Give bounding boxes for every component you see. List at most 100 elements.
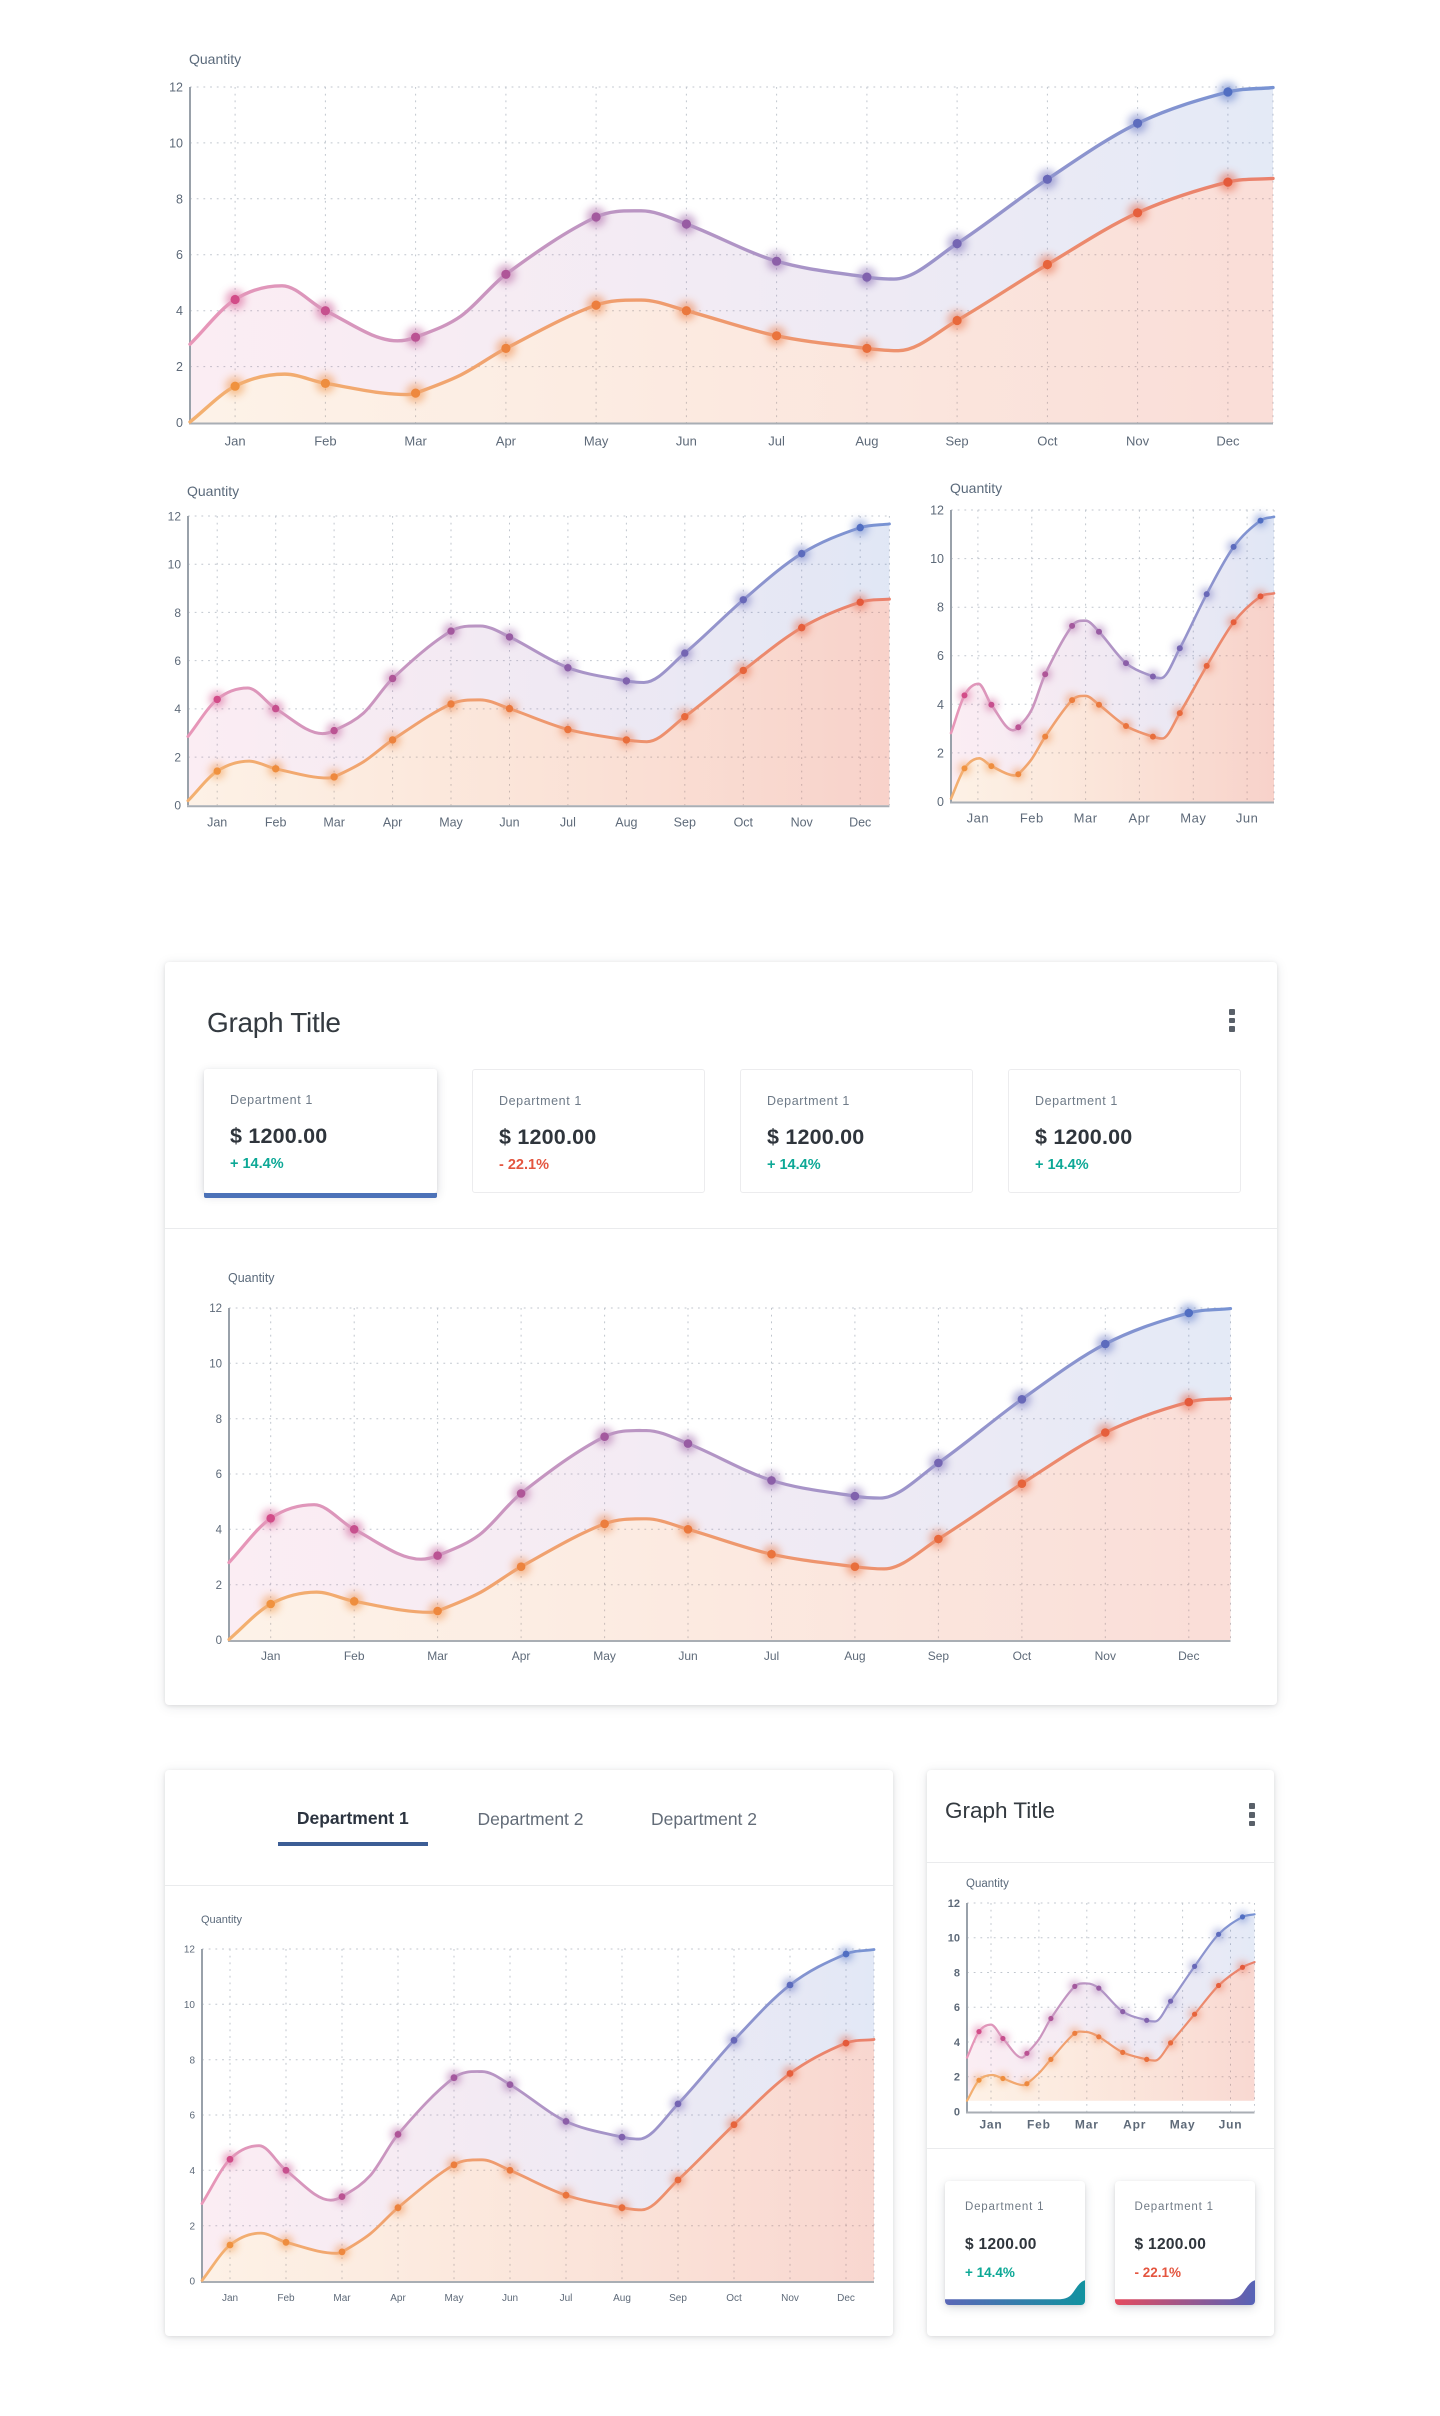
svg-text:Aug: Aug — [855, 434, 878, 449]
svg-text:10: 10 — [169, 137, 183, 151]
svg-text:12: 12 — [930, 504, 944, 518]
svg-text:8: 8 — [937, 601, 944, 615]
svg-text:4: 4 — [954, 2037, 961, 2049]
svg-text:2: 2 — [954, 2071, 960, 2083]
svg-text:Jul: Jul — [560, 2293, 573, 2304]
svg-text:12: 12 — [948, 1898, 960, 1910]
svg-text:12: 12 — [209, 1303, 222, 1315]
svg-text:Mar: Mar — [323, 815, 345, 829]
svg-text:Sep: Sep — [669, 2293, 687, 2304]
svg-text:12: 12 — [184, 1945, 196, 1956]
svg-text:6: 6 — [174, 654, 181, 668]
svg-text:Quantity: Quantity — [228, 1271, 275, 1285]
svg-text:Feb: Feb — [344, 1649, 365, 1663]
svg-text:Quantity: Quantity — [187, 483, 239, 499]
svg-text:Apr: Apr — [390, 2293, 406, 2304]
svg-text:10: 10 — [930, 552, 944, 566]
svg-text:10: 10 — [948, 1932, 960, 1944]
svg-text:6: 6 — [215, 1469, 221, 1481]
svg-text:Mar: Mar — [1075, 2117, 1099, 2131]
svg-text:6: 6 — [954, 2002, 960, 2014]
svg-text:Apr: Apr — [496, 434, 517, 449]
svg-text:Jun: Jun — [678, 1649, 697, 1663]
svg-text:Mar: Mar — [427, 1649, 448, 1663]
svg-text:Feb: Feb — [1027, 2117, 1051, 2131]
svg-text:Feb: Feb — [265, 815, 287, 829]
svg-text:Feb: Feb — [1020, 811, 1044, 826]
svg-text:2: 2 — [174, 750, 181, 764]
svg-text:2: 2 — [176, 360, 183, 374]
svg-text:Jun: Jun — [1219, 2117, 1243, 2131]
svg-text:May: May — [593, 1649, 616, 1663]
svg-text:Jan: Jan — [207, 815, 227, 829]
svg-text:0: 0 — [174, 798, 181, 812]
svg-text:Jan: Jan — [261, 1649, 280, 1663]
svg-text:Nov: Nov — [1094, 1649, 1115, 1663]
svg-text:Quantity: Quantity — [966, 1878, 1009, 1890]
svg-text:12: 12 — [169, 81, 183, 95]
svg-text:Quantity: Quantity — [201, 1914, 242, 1926]
svg-text:Jan: Jan — [967, 811, 989, 826]
svg-text:Sep: Sep — [673, 815, 695, 829]
svg-text:4: 4 — [176, 304, 183, 318]
svg-text:Aug: Aug — [844, 1649, 865, 1663]
svg-text:Aug: Aug — [615, 815, 637, 829]
svg-text:2: 2 — [189, 2221, 195, 2232]
svg-text:8: 8 — [954, 1967, 960, 1979]
svg-text:10: 10 — [209, 1359, 222, 1371]
svg-text:Apr: Apr — [512, 1649, 531, 1663]
svg-text:Jan: Jan — [225, 434, 246, 449]
svg-text:12: 12 — [167, 509, 181, 523]
svg-text:Oct: Oct — [1037, 434, 1058, 449]
svg-text:Apr: Apr — [1129, 811, 1151, 826]
svg-text:Jan: Jan — [979, 2117, 1002, 2131]
svg-text:Jan: Jan — [222, 2293, 238, 2304]
svg-text:0: 0 — [189, 2277, 195, 2288]
svg-text:Feb: Feb — [277, 2293, 295, 2304]
svg-text:Jun: Jun — [1236, 811, 1258, 826]
svg-text:8: 8 — [189, 2055, 195, 2066]
svg-text:Oct: Oct — [726, 2293, 742, 2304]
svg-text:Sep: Sep — [928, 1649, 950, 1663]
svg-text:Apr: Apr — [383, 815, 402, 829]
svg-text:8: 8 — [174, 605, 181, 619]
svg-text:Jun: Jun — [499, 815, 519, 829]
svg-text:May: May — [445, 2293, 464, 2304]
svg-text:Mar: Mar — [1074, 811, 1098, 826]
svg-text:Quantity: Quantity — [189, 51, 241, 67]
svg-text:May: May — [1170, 2117, 1196, 2131]
svg-text:2: 2 — [215, 1580, 221, 1592]
svg-text:Oct: Oct — [733, 815, 753, 829]
svg-text:May: May — [584, 434, 609, 449]
svg-text:0: 0 — [176, 416, 183, 430]
svg-text:Apr: Apr — [1123, 2117, 1146, 2131]
svg-text:Mar: Mar — [333, 2293, 351, 2304]
svg-text:0: 0 — [937, 795, 944, 809]
svg-text:0: 0 — [954, 2106, 960, 2118]
svg-text:8: 8 — [176, 193, 183, 207]
svg-text:Nov: Nov — [1126, 434, 1150, 449]
svg-text:6: 6 — [176, 248, 183, 262]
svg-text:Nov: Nov — [790, 815, 813, 829]
svg-text:6: 6 — [189, 2111, 195, 2122]
svg-text:10: 10 — [167, 557, 181, 571]
svg-text:4: 4 — [215, 1525, 222, 1537]
svg-text:4: 4 — [189, 2166, 195, 2177]
svg-text:Mar: Mar — [404, 434, 427, 449]
svg-text:May: May — [439, 815, 463, 829]
svg-text:Dec: Dec — [849, 815, 871, 829]
svg-text:0: 0 — [215, 1635, 221, 1647]
svg-text:Dec: Dec — [1178, 1649, 1199, 1663]
svg-text:Quantity: Quantity — [950, 480, 1002, 496]
svg-text:Nov: Nov — [781, 2293, 799, 2304]
svg-text:Aug: Aug — [613, 2293, 631, 2304]
svg-text:4: 4 — [937, 698, 944, 712]
svg-text:Dec: Dec — [837, 2293, 855, 2304]
svg-text:Jul: Jul — [764, 1649, 779, 1663]
svg-text:10: 10 — [184, 2000, 196, 2011]
svg-text:Jul: Jul — [768, 434, 785, 449]
svg-text:4: 4 — [174, 702, 181, 716]
svg-text:8: 8 — [215, 1414, 221, 1426]
svg-text:Jul: Jul — [560, 815, 576, 829]
svg-text:Jun: Jun — [502, 2293, 518, 2304]
